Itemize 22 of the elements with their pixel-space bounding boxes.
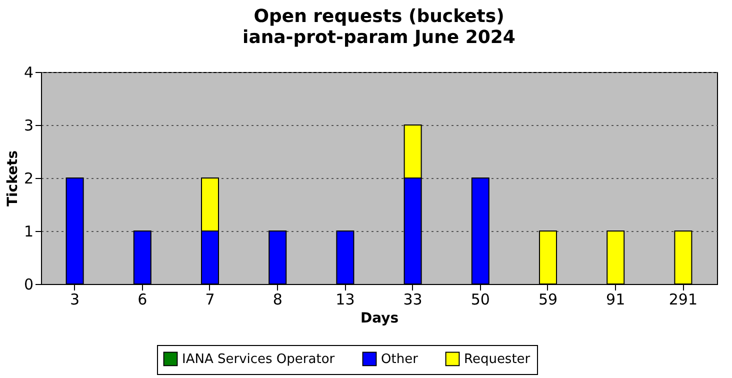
x-tick-label: 50 [470,290,490,308]
x-tick-label: 6 [138,290,148,308]
y-tick-label: 3 [24,116,34,134]
chart-title: Open requests (buckets) [254,6,504,27]
x-tick-label: 13 [336,290,355,308]
y-axis-title: Tickets [4,150,21,207]
x-tick-label: 7 [205,290,215,308]
y-tick-label: 0 [24,276,34,294]
legend-label: Other [381,352,419,367]
x-axis-title: Days [360,310,399,326]
legend-label: IANA Services Operator [182,352,336,367]
y-tick-label: 4 [24,64,34,82]
x-tick-label: 8 [272,290,282,308]
chart-subtitle: iana-prot-param June 2024 [242,27,516,48]
x-tick-label: 291 [668,290,698,308]
y-tick-label: 2 [24,170,34,188]
legend-label: Requester [464,352,531,367]
y-tick-label: 1 [24,222,34,240]
x-tick-label: 33 [403,290,422,308]
x-tick-label: 91 [606,290,626,308]
x-tick-label: 59 [538,290,558,308]
x-tick-label: 3 [70,290,80,308]
